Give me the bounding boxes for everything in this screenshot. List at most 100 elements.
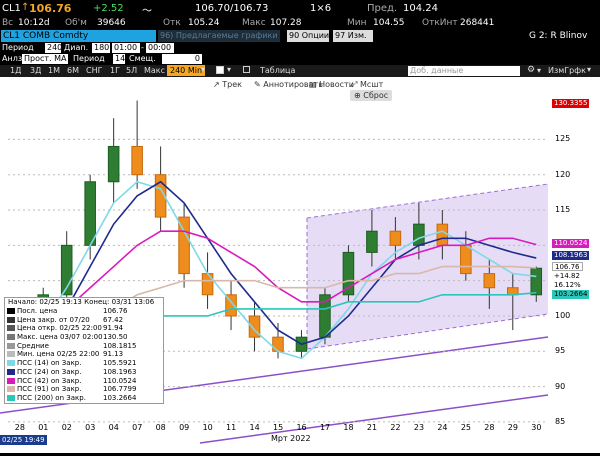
chevron-down-icon[interactable]: ▾: [537, 66, 542, 75]
price-tag-high: 130.3355: [552, 99, 590, 108]
channel-upper-line[interactable]: [306, 183, 549, 219]
trend-sparkline-icon: 〜: [142, 6, 152, 17]
legend-swatch: [7, 325, 15, 332]
news-label: Новости: [319, 80, 354, 89]
chevron-down-icon[interactable]: ▾: [587, 65, 592, 74]
time-from-input[interactable]: 01:00: [112, 43, 140, 53]
shift-input[interactable]: 0: [162, 54, 202, 64]
candle-body[interactable]: [60, 244, 73, 296]
chevron-down-icon[interactable]: ▾: [201, 65, 206, 74]
time-to-input[interactable]: 00:00: [146, 43, 174, 53]
open-value: 105.24: [188, 18, 220, 28]
edit-chart-label[interactable]: ИзмГрфк: [548, 66, 586, 75]
tf-max[interactable]: Макс: [144, 66, 166, 75]
period-input[interactable]: 240: [45, 43, 63, 53]
candle-body[interactable]: [131, 145, 143, 176]
legend-label: ПСС (42) on Закр.: [17, 376, 82, 385]
legend-row[interactable]: Мин. цена 02/25 22:00 91.13: [5, 350, 163, 359]
legend-swatch: [7, 386, 15, 393]
candle-body[interactable]: [178, 216, 190, 275]
tf-3d[interactable]: 3Д: [30, 66, 42, 75]
legend-row[interactable]: Средние 108.1815: [5, 342, 163, 351]
candle-icon[interactable]: [216, 66, 224, 74]
trend-line-2[interactable]: [199, 394, 549, 444]
edit-button[interactable]: 97 Изм.: [333, 30, 373, 42]
candle-body[interactable]: [436, 223, 449, 246]
legend-row[interactable]: ПСС (14) on Закр. 105.5921: [5, 359, 163, 368]
table-checkbox[interactable]: [243, 66, 250, 73]
candle-body[interactable]: [460, 244, 472, 275]
settings-icon[interactable]: ⚙: [527, 65, 536, 75]
candle-body[interactable]: [389, 230, 402, 246]
x-tick-label: 28: [484, 423, 495, 432]
price-chart[interactable]: [0, 77, 600, 453]
security-input[interactable]: CL1 COMB Comdty: [1, 30, 156, 42]
options-button[interactable]: 90 Опции: [287, 30, 330, 42]
candle-body[interactable]: [154, 174, 167, 218]
candle-body[interactable]: [483, 273, 496, 289]
x-tick-label: 02: [61, 423, 72, 432]
tf-1y[interactable]: 1Г: [110, 66, 120, 75]
legend-panel[interactable]: Начало: 02/25 19:13 Конец: 03/31 13:06 П…: [4, 297, 164, 404]
y-tick-label: 100: [555, 310, 571, 320]
candle-body[interactable]: [107, 145, 120, 183]
chevron-down-icon[interactable]: ▾: [227, 65, 232, 74]
scale-tool[interactable]: ⤢ Мсшт: [351, 80, 384, 89]
reset-button[interactable]: ⊕ Сброс: [350, 90, 393, 101]
x-tick-label: 10: [202, 423, 213, 432]
candle-body[interactable]: [201, 273, 214, 296]
legend-label: Посл. цена: [17, 307, 58, 315]
legend-row[interactable]: ПСС (24) on Закр. 108.1963: [5, 368, 163, 377]
add-data-input[interactable]: Доб. данные: [408, 66, 520, 76]
y-tick-label: 95: [555, 346, 566, 356]
legend-swatch: [7, 377, 15, 384]
candle-body[interactable]: [342, 251, 355, 296]
legend-row[interactable]: ПСС (42) on Закр. 110.0524: [5, 377, 163, 386]
tf-5y[interactable]: 5Л: [126, 66, 138, 75]
suggested-charts[interactable]: 96) Предлагаемые графики: [158, 30, 280, 42]
max-value: 107.28: [270, 18, 302, 28]
time-value: 10:12d: [18, 18, 50, 28]
x-tick-label: 15: [273, 423, 284, 432]
annotate-tool[interactable]: ✎ Аннотировать: [254, 80, 323, 89]
period-label: Период: [2, 43, 34, 52]
candle-body[interactable]: [248, 315, 261, 338]
legend-row[interactable]: Цена откр. 02/25 22:00 91.94: [5, 324, 163, 333]
channel-lower-line[interactable]: [306, 313, 549, 350]
trend-tool[interactable]: ↗ Трек: [213, 80, 242, 89]
table-label[interactable]: Таблица: [260, 66, 296, 75]
candle-body[interactable]: [530, 267, 543, 296]
legend-value: 130.50: [103, 333, 128, 342]
x-tick-label: 24: [437, 423, 448, 432]
candle-body[interactable]: [272, 336, 284, 352]
ma-period-input[interactable]: 14: [113, 54, 126, 64]
tf-1d[interactable]: 1Д: [10, 66, 22, 75]
candle-body[interactable]: [84, 181, 96, 246]
legend-value: 106.7799: [103, 385, 137, 394]
x-start-tag: 02/25 19:49: [0, 435, 47, 445]
news-tool[interactable]: ▤ Новости: [309, 80, 354, 89]
tf-6m[interactable]: 6М: [67, 66, 79, 75]
legend-row[interactable]: Цена закр. от 07/20 67.42: [5, 316, 163, 325]
candle-body[interactable]: [225, 294, 237, 317]
tf-1m[interactable]: 1М: [48, 66, 60, 75]
legend-row[interactable]: Посл. цена 106.76: [5, 307, 163, 316]
candle-body[interactable]: [413, 223, 425, 246]
legend-label: Цена откр. 02/25 22:00: [17, 324, 102, 333]
up-arrow-icon: ↑: [21, 2, 30, 13]
candle-body[interactable]: [366, 230, 378, 253]
interval-select[interactable]: 240 Min: [167, 65, 206, 76]
range-input[interactable]: 180: [92, 43, 110, 53]
legend-row[interactable]: ПСС (200) on Закр. 103.2664: [5, 394, 163, 403]
ma-line[interactable]: [19, 180, 537, 360]
analysis-select[interactable]: Прост. MA: [22, 54, 68, 64]
ma-line[interactable]: [19, 180, 537, 352]
legend-label: ПСС (200) on Закр.: [17, 393, 86, 402]
legend-row[interactable]: ПСС (91) on Закр. 106.7799: [5, 385, 163, 394]
tf-ytd[interactable]: СНГ: [86, 66, 103, 75]
legend-row[interactable]: Макс. цена 03/07 02:00 130.50: [5, 333, 163, 342]
annotate-label: Аннотировать: [263, 80, 323, 89]
analysis-label: Анлз: [2, 54, 23, 63]
shift-label: Смещ.: [129, 54, 156, 63]
ticker[interactable]: CL1: [2, 3, 21, 14]
